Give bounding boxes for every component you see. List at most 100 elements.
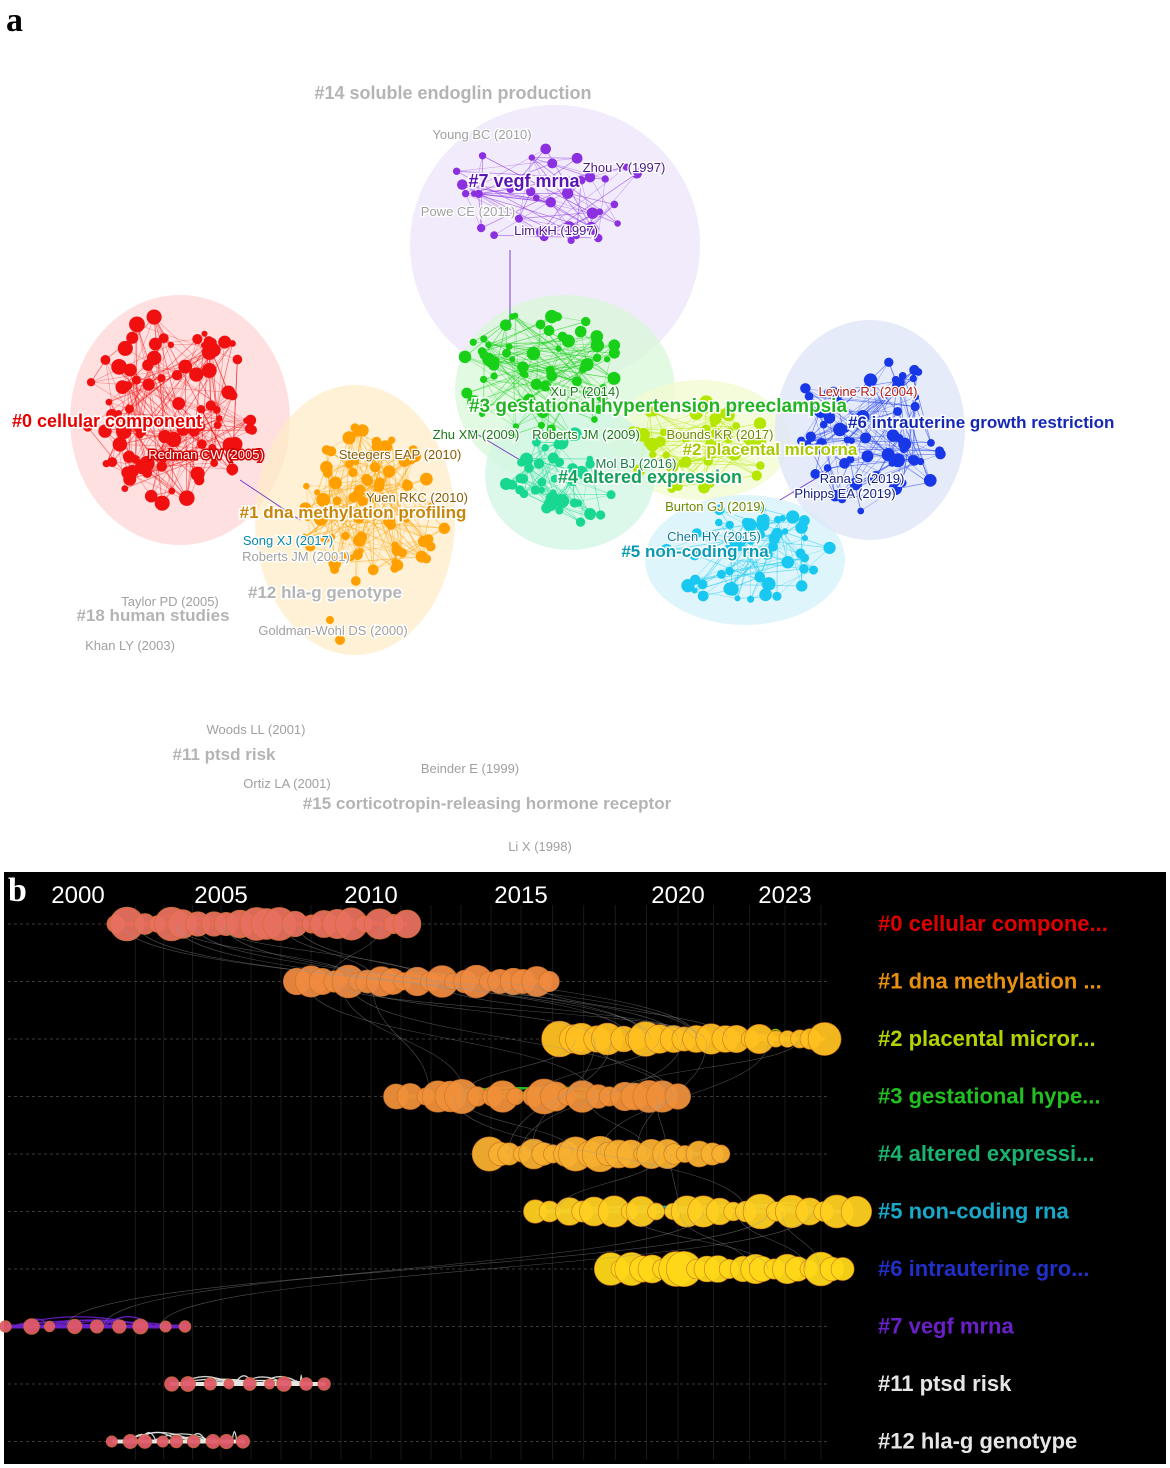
node-c3	[458, 350, 472, 364]
edge-c1	[327, 457, 411, 474]
node-c1	[329, 476, 342, 490]
edge-c0	[118, 366, 174, 440]
node-c0	[86, 378, 96, 387]
timeline-node	[178, 1320, 192, 1333]
timeline-cluster-label-3: #3 gestational hype...	[878, 1084, 1101, 1109]
node-c1	[367, 449, 375, 458]
node-c1	[322, 468, 333, 479]
node-c6	[869, 471, 882, 484]
edge-c3	[523, 364, 588, 374]
edge-c0	[135, 375, 178, 460]
node-c5	[786, 510, 800, 524]
node-c5	[801, 534, 809, 542]
cluster-network-view: #14 soluble endoglin production #7 vegf m…	[11, 82, 1116, 856]
node-c0	[142, 359, 154, 371]
node-c1	[355, 531, 368, 543]
node-c2	[648, 406, 659, 417]
node-c0	[123, 472, 137, 486]
node-c2	[751, 470, 762, 481]
node-c0	[232, 354, 243, 365]
year-tick-2023: 2023	[758, 882, 811, 909]
timeline-crosslink	[612, 1038, 800, 1097]
edge-c0	[147, 365, 198, 474]
edge-c1	[355, 479, 367, 582]
edge-c7	[518, 191, 532, 219]
timeline-node	[132, 1318, 149, 1335]
author-label-beinder: Beinder E (1999)	[421, 761, 519, 776]
timeline-row-8	[164, 1374, 331, 1392]
edge-c6	[875, 406, 916, 478]
timeline-row-6	[593, 1250, 855, 1288]
timeline-node	[840, 1195, 873, 1228]
edge-c1	[391, 440, 403, 553]
node-c7	[586, 207, 599, 219]
node-c0	[131, 454, 140, 464]
timeline-row-5	[523, 1193, 873, 1230]
edge-c2	[660, 423, 761, 442]
timeline-row-0	[106, 906, 422, 942]
node-c6	[805, 431, 816, 442]
node-c5	[691, 528, 702, 539]
node-c3	[607, 371, 621, 385]
timeline-crosslink	[453, 1096, 746, 1212]
edge-c3	[515, 368, 584, 427]
timeline-cluster-label-8: #11 ptsd risk	[878, 1371, 1012, 1396]
node-c6	[829, 489, 841, 502]
node-c4	[521, 454, 530, 463]
cluster-label-c3: #3 gestational hypertension preeclampsia	[469, 396, 847, 417]
edge-c6	[867, 453, 941, 457]
node-c0	[135, 430, 144, 439]
node-c5	[689, 549, 701, 561]
node-c7	[584, 171, 596, 183]
node-c4	[515, 473, 525, 484]
node-c0	[121, 485, 129, 493]
node-c5	[725, 540, 739, 554]
node-c5	[747, 595, 755, 603]
year-tick-2010: 2010	[344, 882, 397, 909]
node-c0	[178, 359, 193, 374]
node-c5	[691, 587, 698, 594]
edge-c6	[850, 448, 904, 460]
node-c4	[585, 459, 595, 469]
edge-c0	[148, 384, 163, 504]
edge-c7	[531, 157, 578, 159]
edge-c6	[840, 404, 931, 481]
edge-c3	[488, 316, 558, 346]
node-c0	[201, 363, 217, 379]
panel-b-label: b	[8, 872, 27, 909]
edge-c3	[551, 403, 595, 420]
node-c6	[797, 436, 806, 446]
node-c6	[909, 364, 920, 376]
edge-c1	[361, 446, 386, 538]
cluster-label-c2: #2 placental microrna	[683, 440, 858, 459]
edge-c6	[902, 375, 915, 461]
timeline-year-axis: 2000 2005 2010 2015 2020 2023	[51, 882, 811, 909]
edge-c3	[522, 345, 598, 368]
node-c7	[514, 214, 523, 223]
node-c7	[601, 175, 609, 183]
node-c0	[105, 398, 113, 406]
author-label-woods: Woods LL (2001)	[206, 722, 305, 737]
edge-c3	[528, 345, 598, 401]
edge-c0	[141, 430, 236, 445]
timeline-node	[235, 1434, 251, 1449]
cluster-label-c6: #6 intrauterine growth restriction	[848, 413, 1114, 432]
node-c5	[759, 506, 766, 513]
node-c1	[350, 423, 360, 433]
timeline-crosslink	[350, 981, 595, 1040]
cluster-label-c11: #11 ptsd risk	[172, 745, 276, 764]
timeline-node	[242, 1377, 257, 1391]
timeline-cluster-label-6: #6 intrauterine gro...	[878, 1256, 1090, 1281]
edge-c3	[511, 316, 603, 397]
node-c0	[98, 424, 112, 438]
edge-c1	[372, 528, 445, 571]
edge-c0	[155, 338, 198, 345]
edge-c6	[807, 384, 898, 445]
author-label-levine: Levine RJ (2004)	[819, 384, 918, 399]
node-c1	[332, 496, 342, 506]
timeline-node	[392, 909, 422, 939]
node-c6	[800, 383, 811, 394]
cluster-label-c12: #12 hla-g genotype	[248, 583, 402, 602]
node-c5	[771, 527, 783, 540]
node-c0	[192, 334, 203, 345]
